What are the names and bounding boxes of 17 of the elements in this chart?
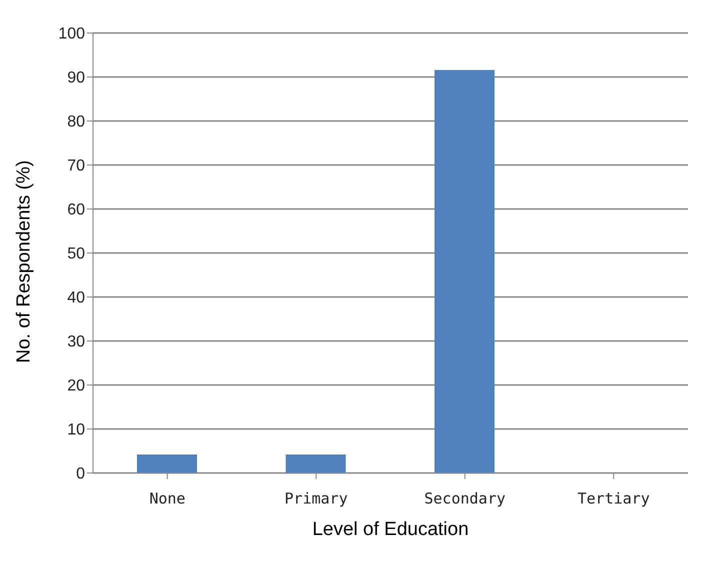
x-tick-label: Tertiary [578, 490, 650, 508]
x-tick-label: None [149, 490, 186, 508]
y-axis-title: No. of Respondents (%) [14, 160, 35, 363]
x-tick-label: Secondary [424, 490, 506, 508]
x-axis-title: Level of Education [312, 519, 469, 540]
y-tick-label: 50 [67, 246, 86, 263]
y-tick-label: 30 [67, 334, 86, 351]
y-tick-label: 60 [67, 202, 86, 219]
y-tick-label: 0 [76, 466, 86, 483]
x-tick-label: Primary [284, 490, 348, 508]
y-tick-label: 70 [67, 158, 86, 175]
y-tick-label: 100 [58, 26, 86, 43]
y-tick-label: 10 [67, 422, 86, 439]
y-tick-label: 90 [67, 70, 86, 87]
y-tick-label: 80 [67, 114, 86, 131]
y-tick-label: 20 [67, 378, 86, 395]
y-tick-label: 40 [67, 290, 86, 307]
